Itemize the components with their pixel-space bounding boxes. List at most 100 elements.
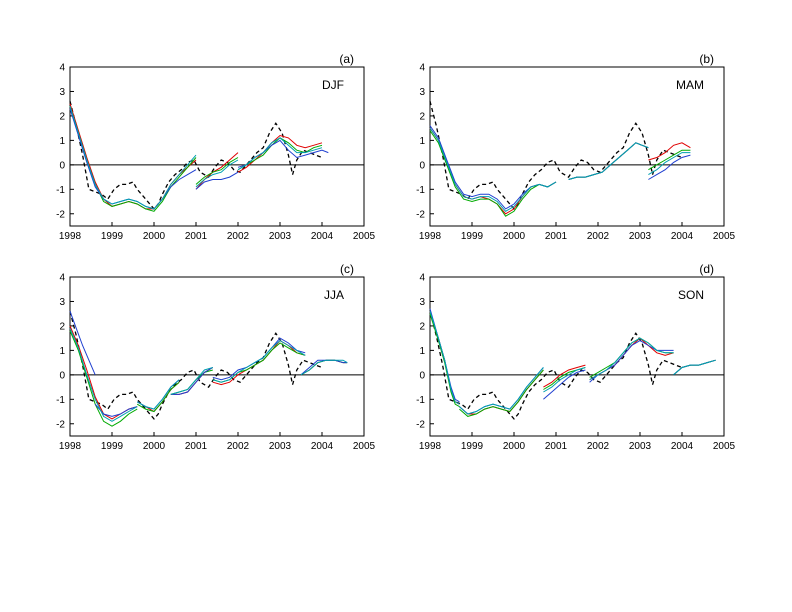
y-tick-label: -2 <box>416 209 425 220</box>
cyan-series <box>237 137 323 171</box>
y-tick-label: 2 <box>419 321 425 332</box>
blue-series <box>589 340 674 383</box>
y-tick-label: 2 <box>59 321 65 332</box>
cyan-series <box>429 127 557 212</box>
green-series <box>136 381 180 413</box>
x-tick-label: 2004 <box>311 441 334 452</box>
x-tick-label: 2003 <box>629 231 652 242</box>
cyan-series <box>543 367 586 393</box>
x-tick-label: 2004 <box>311 231 334 242</box>
x-tick-label: 2004 <box>671 441 694 452</box>
y-tick-label: -2 <box>416 419 425 430</box>
panel-letter: (c) <box>340 262 354 276</box>
y-tick-label: 4 <box>419 63 425 74</box>
x-tick-label: 2001 <box>545 231 568 242</box>
x-tick-label: 2003 <box>629 441 652 452</box>
green-series <box>69 330 138 427</box>
cyan-series <box>170 367 213 395</box>
x-tick-label: 2001 <box>185 441 208 452</box>
y-tick-label: 1 <box>59 136 65 147</box>
red-series <box>589 337 674 381</box>
red-series <box>459 369 544 415</box>
x-tick-label: 2002 <box>227 231 250 242</box>
y-tick-label: -2 <box>56 419 65 430</box>
observed-series <box>69 311 323 420</box>
panel-b: -2 -1 0 1 2 3 4 1998 1999 2000 2001 2002 2003 2004 200… <box>416 52 735 242</box>
x-tick-label: 2002 <box>587 441 610 452</box>
cyan-series <box>648 152 691 176</box>
x-tick-label: 2005 <box>713 441 736 452</box>
cyan-series <box>69 105 197 210</box>
blue-series <box>568 142 649 180</box>
green-series <box>195 157 239 185</box>
red-series <box>69 103 197 210</box>
x-tick-label: 2005 <box>713 231 736 242</box>
x-tick-label: 1998 <box>419 231 442 242</box>
green-series <box>429 130 557 217</box>
blue-series <box>69 311 96 375</box>
x-tick-label: 1998 <box>59 231 82 242</box>
green-series <box>568 142 649 180</box>
red-series <box>543 364 586 388</box>
y-tick-label: 4 <box>419 273 425 284</box>
y-tick-label: 1 <box>59 346 65 357</box>
panel-d: -2 -1 0 1 2 3 4 1998 1999 2000 2001 2002 2003 2004 200… <box>416 262 735 452</box>
y-tick-label: 2 <box>419 111 425 122</box>
x-tick-label: 2005 <box>353 441 376 452</box>
y-tick-label: -2 <box>56 209 65 220</box>
x-tick-label: 1999 <box>101 231 124 242</box>
x-tick-label: 2002 <box>587 231 610 242</box>
cyan-series <box>568 142 649 180</box>
green-series <box>69 105 197 212</box>
panel-a: -2 -1 0 1 2 3 4 1998 1999 2000 2001 2002 2003 2004 200… <box>56 52 375 242</box>
x-tick-label: 1999 <box>461 441 484 452</box>
y-tick-label: 2 <box>59 111 65 122</box>
blue-series <box>94 403 138 417</box>
x-tick-label: 2001 <box>545 441 568 452</box>
y-tick-label: -1 <box>416 395 425 406</box>
season-label: JJA <box>324 288 344 302</box>
blue-series <box>170 367 214 395</box>
y-tick-label: -1 <box>56 395 65 406</box>
blue-series <box>69 108 197 210</box>
cyan-series <box>136 379 180 410</box>
cyan-series <box>212 339 306 383</box>
red-series <box>237 134 323 173</box>
x-tick-label: 2001 <box>185 231 208 242</box>
x-tick-label: 2002 <box>227 441 250 452</box>
blue-series <box>543 369 586 400</box>
x-tick-label: 2000 <box>503 441 526 452</box>
blue-series <box>195 171 239 190</box>
y-tick-label: 3 <box>419 297 425 308</box>
cyan-series <box>300 359 348 376</box>
observed-series <box>429 311 683 420</box>
y-tick-label: 3 <box>59 87 65 98</box>
season-label: DJF <box>322 78 344 92</box>
y-tick-label: 0 <box>419 160 425 171</box>
green-series <box>543 367 586 390</box>
panel-c: -2 -1 0 1 2 3 4 1998 1999 2000 2001 2002 2003 2004 200… <box>56 262 375 452</box>
cyan-series <box>69 328 138 422</box>
green-series <box>589 337 674 378</box>
blue-series <box>212 337 306 381</box>
x-tick-label: 2003 <box>269 231 292 242</box>
observed-series <box>69 101 323 210</box>
cyan-series <box>195 159 239 188</box>
y-tick-label: 3 <box>419 87 425 98</box>
y-tick-label: 1 <box>419 346 425 357</box>
x-tick-label: 1998 <box>59 441 82 452</box>
y-tick-label: 1 <box>419 136 425 147</box>
red-series <box>300 359 348 376</box>
red-series <box>648 142 691 161</box>
season-label: MAM <box>676 78 704 92</box>
blue-series <box>300 359 348 376</box>
y-tick-label: 0 <box>59 160 65 171</box>
observed-series <box>429 101 683 210</box>
plot-frame <box>429 276 725 437</box>
blue-series <box>648 154 691 180</box>
plot-frame <box>429 66 725 227</box>
x-tick-label: 2000 <box>503 231 526 242</box>
cyan-series <box>429 311 460 405</box>
panel-letter: (b) <box>699 52 714 66</box>
x-tick-label: 1998 <box>419 441 442 452</box>
